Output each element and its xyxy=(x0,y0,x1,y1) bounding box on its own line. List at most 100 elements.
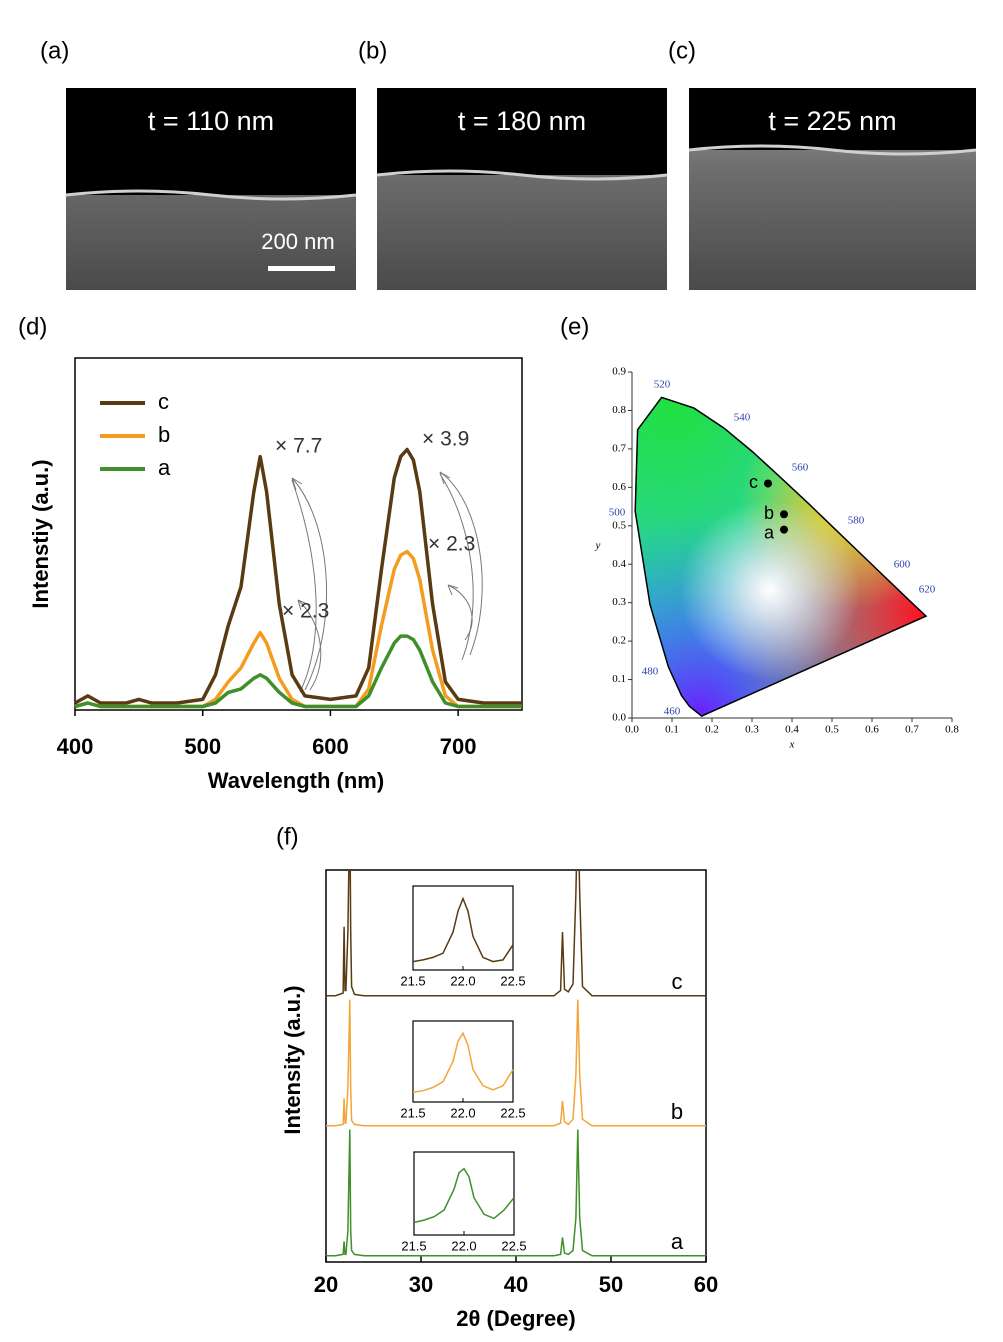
xrd-pattern xyxy=(326,999,706,1127)
point-label: b xyxy=(764,503,774,523)
x-tick-label: 0.7 xyxy=(905,724,919,736)
x-tick-label: 0.1 xyxy=(665,724,679,736)
x-tick-label: 0.0 xyxy=(625,724,639,736)
y-tick-label: 0.4 xyxy=(612,558,626,570)
chromaticity-fill xyxy=(635,397,926,717)
scale-factor-annotation: × 2.3 xyxy=(428,533,475,556)
series-label: a xyxy=(671,1229,684,1254)
legend-label: b xyxy=(158,422,170,447)
wavelength-label: 460 xyxy=(664,706,681,718)
panel-label: (a) xyxy=(40,37,69,64)
y-tick-label: 0.6 xyxy=(612,481,626,493)
inset-x-tick-label: 21.5 xyxy=(400,973,425,988)
thickness-label: t = 180 nm xyxy=(458,106,586,136)
y-tick-label: 0.1 xyxy=(612,673,626,685)
wavelength-label: 520 xyxy=(654,379,671,391)
point-label: a xyxy=(764,522,775,542)
spectrum-line xyxy=(74,634,522,709)
inset-x-tick-label: 22.5 xyxy=(500,973,525,988)
series-label: b xyxy=(671,1099,683,1124)
pl-arrows xyxy=(291,471,483,693)
inset-x-tick-label: 22.5 xyxy=(501,1238,526,1253)
x-tick-label: 600 xyxy=(312,734,349,759)
x-tick-label: 0.3 xyxy=(745,724,759,736)
y-tick-label: 0.2 xyxy=(612,635,626,647)
inset-x-tick-label: 21.5 xyxy=(400,1105,425,1120)
panel-label: (f) xyxy=(276,823,299,850)
x-tick-label: 50 xyxy=(599,1272,623,1297)
inset-pattern xyxy=(412,1031,514,1094)
x-tick-label: 400 xyxy=(57,734,94,759)
panel-label: (c) xyxy=(668,37,696,64)
spectrum-line xyxy=(74,447,522,705)
x-axis-label: 2θ (Degree) xyxy=(456,1306,576,1331)
color-blend xyxy=(635,397,926,717)
x-axis-label: x xyxy=(789,739,795,751)
inset-x-tick-label: 22.0 xyxy=(451,1238,476,1253)
x-tick-label: 40 xyxy=(504,1272,528,1297)
inset-pattern xyxy=(412,896,514,963)
x-tick-label: 0.2 xyxy=(705,724,719,736)
panel-label: (d) xyxy=(18,313,47,340)
wavelength-label: 540 xyxy=(734,412,751,424)
x-tick-label: 0.5 xyxy=(825,724,839,736)
legend-label: a xyxy=(158,455,171,480)
y-axis-label: y xyxy=(595,540,601,552)
wavelength-label: 480 xyxy=(642,666,659,678)
film-edge xyxy=(688,144,977,156)
scale-factor-annotation: × 7.7 xyxy=(275,435,322,458)
legend-label: c xyxy=(158,389,169,414)
inset-pattern xyxy=(413,1167,515,1224)
scale-factor-annotation: × 2.3 xyxy=(282,600,329,623)
film-edge xyxy=(65,189,357,201)
x-tick-label: 30 xyxy=(409,1272,433,1297)
color-point xyxy=(780,525,788,534)
y-tick-label: 0.5 xyxy=(612,519,626,531)
scale-bar xyxy=(268,266,335,271)
xrd-pattern xyxy=(326,870,706,997)
inset-x-tick-label: 22.0 xyxy=(450,973,475,988)
plot-frame xyxy=(74,357,523,711)
inset-frame xyxy=(413,1151,515,1236)
inset-x-tick-label: 22.0 xyxy=(450,1105,475,1120)
wavelength-label: 500 xyxy=(609,507,626,519)
inset-x-tick-label: 21.5 xyxy=(401,1238,426,1253)
x-tick-label: 20 xyxy=(314,1272,338,1297)
x-tick-label: 0.8 xyxy=(945,724,959,736)
wavelength-label: 620 xyxy=(919,584,936,596)
x-tick-label: 0.6 xyxy=(865,724,879,736)
series-label: c xyxy=(672,969,683,994)
scale-factor-annotation: × 3.9 xyxy=(422,428,469,451)
scale-bar-label: 200 nm xyxy=(261,229,334,254)
sem-background xyxy=(66,88,356,195)
color-point xyxy=(780,510,788,519)
x-tick-label: 60 xyxy=(694,1272,718,1297)
xrd-pattern xyxy=(326,1129,706,1257)
xrd-traces xyxy=(326,870,706,1257)
sem-background xyxy=(689,88,976,150)
y-tick-label: 0.8 xyxy=(612,404,626,416)
point-label: c xyxy=(749,472,758,492)
y-tick-label: 0.9 xyxy=(612,366,626,378)
plot-frame xyxy=(325,869,707,1263)
x-axis-label: Wavelength (nm) xyxy=(208,768,384,793)
sem-background xyxy=(377,88,667,175)
inset-x-tick-label: 22.5 xyxy=(500,1105,525,1120)
y-tick-label: 0.7 xyxy=(612,442,626,454)
y-axis-label: Intensity (a.u.) xyxy=(280,985,305,1134)
thickness-label: t = 110 nm xyxy=(148,106,274,136)
x-tick-label: 700 xyxy=(440,734,477,759)
panel-label: (b) xyxy=(358,37,387,64)
color-point xyxy=(764,479,772,488)
y-tick-label: 0.3 xyxy=(612,596,626,608)
y-axis-label: Intenstiy (a.u.) xyxy=(28,459,53,608)
wavelength-label: 580 xyxy=(848,515,865,527)
x-tick-label: 0.4 xyxy=(785,724,799,736)
wavelength-label: 560 xyxy=(792,462,809,474)
spectral-locus xyxy=(634,396,928,717)
film-edge xyxy=(376,169,668,181)
wavelength-label: 600 xyxy=(894,559,911,571)
y-tick-label: 0.0 xyxy=(612,712,626,724)
